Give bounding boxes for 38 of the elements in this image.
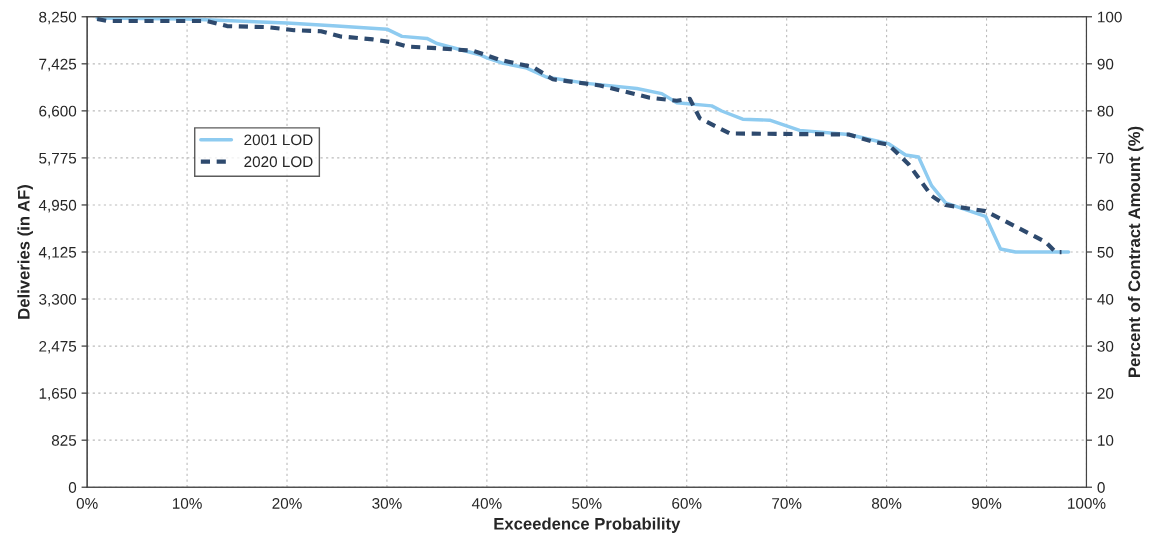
y2-tick-label: 60 [1097, 199, 1114, 211]
x-tick-label: 70% [772, 498, 802, 509]
y-tick-label: 3,300 [39, 293, 77, 307]
y-tick-label: 6,600 [39, 105, 77, 119]
y2-tick-label: 50 [1097, 246, 1114, 258]
y2-tick-label: 0 [1097, 482, 1105, 493]
x-tick-label: 80% [871, 498, 902, 509]
x-tick-label: 10% [172, 498, 202, 509]
y2-tick-label: 80 [1097, 105, 1114, 117]
legend-label: 2001 LOD [244, 134, 313, 146]
x-tick-label: 90% [971, 498, 1002, 509]
y-axis-title: Deliveries (in AF) [17, 185, 33, 319]
y2-tick-label: 20 [1097, 387, 1114, 399]
y2-tick-label: 90 [1097, 58, 1114, 70]
y2-tick-label: 30 [1097, 340, 1114, 352]
y-tick-label: 2,475 [39, 340, 77, 354]
y-tick-label: 4,950 [38, 199, 77, 213]
y-tick-label: 1,650 [39, 387, 77, 401]
y-tick-label: 825 [51, 435, 77, 446]
x-tick-label: 30% [372, 498, 402, 509]
y-tick-label: 8,250 [39, 11, 77, 25]
x-tick-label: 20% [272, 498, 302, 509]
x-axis-title: Exceedence Probability [494, 517, 681, 533]
legend-label: 2020 LOD [244, 156, 313, 168]
y2-tick-label: 40 [1097, 293, 1114, 305]
y2-tick-label: 100 [1098, 11, 1122, 23]
y-tick-label: 5,775 [39, 152, 77, 166]
x-tick-label: 40% [471, 498, 502, 509]
x-tick-label: 0% [76, 498, 98, 509]
y-tick-label: 4,125 [38, 246, 77, 260]
y2-tick-label: 70 [1097, 152, 1114, 164]
y2-axis-title: Percent of Contract Amount (%) [1127, 126, 1144, 377]
x-tick-label: 100% [1068, 498, 1106, 509]
x-tick-label: 50% [572, 498, 602, 509]
y-tick-label: 0 [68, 482, 77, 493]
y-tick-label: 7,425 [39, 58, 77, 72]
y2-tick-label: 10 [1098, 435, 1114, 446]
x-tick-label: 60% [672, 498, 702, 509]
